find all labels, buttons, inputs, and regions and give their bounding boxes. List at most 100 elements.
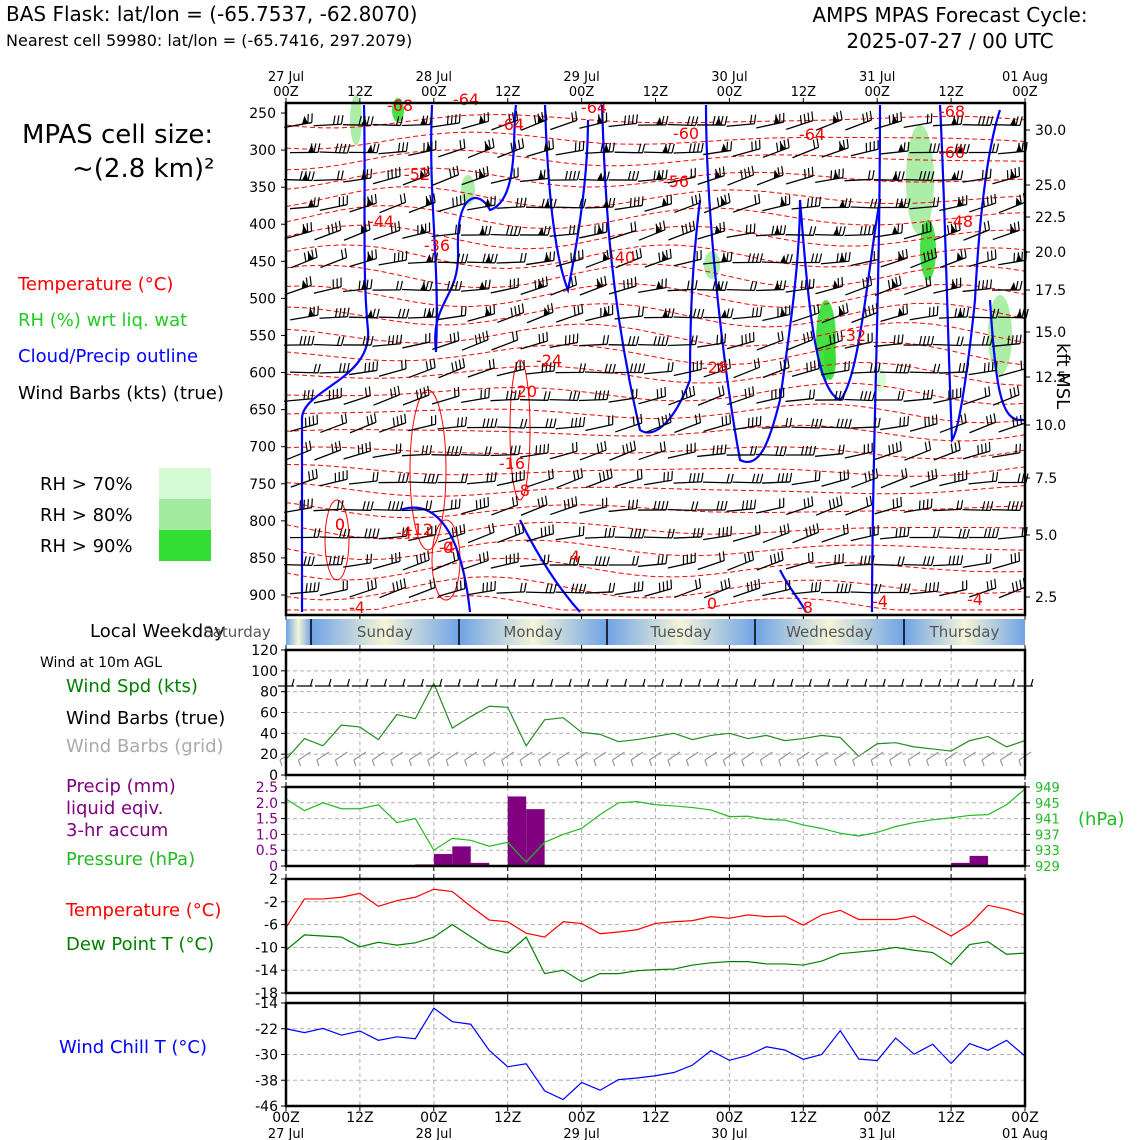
wind-barb-flag bbox=[547, 391, 551, 401]
legend-rh: RH (%) wrt liq. wat bbox=[18, 310, 188, 331]
wind-barb-flag bbox=[659, 222, 662, 232]
wind-barb bbox=[815, 495, 843, 516]
wind-barb bbox=[584, 142, 616, 154]
wind-barb-pennant bbox=[950, 224, 957, 234]
wind-barb bbox=[786, 496, 814, 516]
wind-barb bbox=[578, 335, 610, 347]
wind-barb bbox=[496, 418, 528, 429]
wind-barb bbox=[342, 501, 374, 511]
wind-barb bbox=[815, 444, 845, 457]
wind-barb-flag bbox=[749, 114, 753, 125]
wind-barb-grid bbox=[963, 751, 976, 767]
top-hour-label: 00Z bbox=[569, 85, 595, 100]
wind-barb-flag bbox=[459, 140, 462, 150]
wind-barb-grid bbox=[353, 751, 367, 767]
wind-barb-shaft bbox=[579, 449, 607, 461]
wind-barb-flag bbox=[514, 526, 517, 536]
wind-barb bbox=[756, 165, 784, 186]
wind-barb-flag bbox=[846, 138, 849, 148]
wind-barb-flag bbox=[814, 582, 818, 592]
temperature-contour-label: -28 bbox=[702, 358, 728, 377]
wind-barb bbox=[992, 221, 1020, 241]
temperature-contour bbox=[285, 263, 1026, 289]
wind-barb-shaft bbox=[643, 536, 673, 539]
wind-barb-flag bbox=[686, 116, 691, 126]
wind-barb-pennant bbox=[897, 252, 904, 262]
wind-barb-flag bbox=[627, 500, 631, 510]
wind-barb-flag bbox=[842, 226, 846, 236]
wind-barb-10m-flag bbox=[402, 678, 406, 687]
wind-barb-flag bbox=[641, 581, 644, 591]
wind-barb-shaft bbox=[880, 535, 908, 540]
wind-barb-flag bbox=[848, 418, 852, 429]
wind-barb-flag bbox=[398, 551, 401, 562]
wind-barb-shaft bbox=[402, 174, 430, 186]
wind-barb-flag bbox=[576, 391, 581, 401]
wind-barb bbox=[520, 110, 548, 131]
wind-barb-flag bbox=[305, 442, 308, 452]
wind-barb-shaft bbox=[401, 453, 431, 457]
wind-barb-flag bbox=[753, 223, 756, 233]
wind-barb-shaft bbox=[727, 394, 754, 406]
temperature-contour bbox=[285, 403, 1026, 424]
wind-barb-shaft bbox=[343, 229, 371, 241]
wind-barb-flag bbox=[631, 499, 635, 510]
wind-barb-pennant bbox=[773, 169, 780, 179]
title-left: BAS Flask: lat/lon = (-65.7537, -62.8070… bbox=[6, 2, 418, 26]
wind-barb-shaft bbox=[874, 120, 902, 130]
wind-barb-flag bbox=[1015, 116, 1019, 126]
wind-barb-grid-flag bbox=[1018, 759, 1022, 767]
wind-barb-flag bbox=[435, 140, 437, 150]
wind-barb bbox=[851, 468, 879, 489]
wind-barb-flag bbox=[635, 388, 638, 398]
wind-barb-flag bbox=[450, 446, 455, 456]
wind-barb-flag bbox=[818, 418, 823, 428]
wind-barb-flag bbox=[839, 110, 843, 120]
wind-barb-grid bbox=[630, 751, 644, 767]
wind-barb-flag bbox=[1017, 221, 1020, 231]
wind-barb-shaft bbox=[313, 563, 342, 567]
wind-barb-shaft bbox=[379, 422, 406, 433]
wind-barb-flag bbox=[303, 390, 306, 400]
wind-y-label: 100 bbox=[251, 664, 278, 680]
wind-barb bbox=[904, 440, 932, 461]
wind-barb-flag bbox=[623, 115, 627, 125]
wind-barb-flag bbox=[372, 143, 376, 153]
wind-barb-pennant bbox=[602, 144, 609, 153]
wind-barb-flag bbox=[724, 281, 728, 291]
wind-barb-flag bbox=[665, 414, 668, 424]
wind-barb-flag bbox=[564, 170, 569, 181]
wind-barb bbox=[555, 363, 587, 374]
wind-barb-flag bbox=[602, 556, 606, 566]
wind-barb bbox=[289, 197, 320, 210]
wind-barb bbox=[550, 275, 578, 296]
wind-barb-flag bbox=[982, 197, 985, 207]
wind-barb-flag bbox=[600, 307, 602, 318]
wind-barb-flag bbox=[686, 554, 688, 564]
wind-barb-flag bbox=[930, 113, 933, 123]
wind-barb-pennant bbox=[360, 224, 367, 234]
temp-y-label: -2 bbox=[264, 895, 278, 911]
wind-barb-flag bbox=[752, 331, 755, 342]
wind-barb-flag bbox=[928, 143, 933, 153]
wind-barb-flag bbox=[517, 167, 519, 177]
wind-barb-flag bbox=[994, 578, 997, 589]
wind-barb bbox=[289, 363, 321, 374]
wind-barb-shaft bbox=[643, 370, 673, 375]
wind-barb bbox=[968, 143, 1000, 154]
wind-barb-flag bbox=[1019, 280, 1023, 291]
wind-barb-flag bbox=[608, 305, 610, 316]
temp-panel-frame bbox=[284, 877, 1027, 995]
wind-barb-flag bbox=[816, 138, 820, 148]
wind-barb-flag bbox=[666, 195, 669, 205]
temperature-contour-label: -64 bbox=[581, 98, 607, 117]
wind-barb-shaft bbox=[903, 122, 932, 128]
wind-barb-pennant bbox=[602, 199, 609, 208]
wind-barb bbox=[992, 166, 1021, 185]
wind-barb bbox=[520, 276, 548, 296]
wind-barb-flag bbox=[641, 196, 644, 206]
wind-barb-10m bbox=[869, 678, 886, 687]
wind-barb-flag bbox=[688, 387, 692, 397]
top-date-label: 30 Jul bbox=[711, 70, 747, 85]
wind-barb-flag bbox=[887, 280, 891, 290]
